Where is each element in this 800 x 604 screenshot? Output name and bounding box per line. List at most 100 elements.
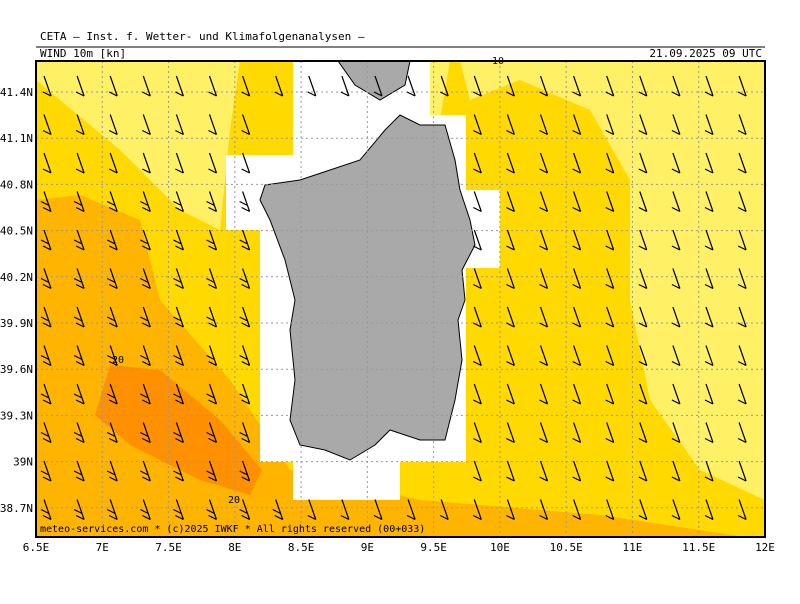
lat-label: 39.9N: [0, 317, 33, 330]
wind-barb: [737, 75, 747, 97]
wind-barb: [206, 460, 218, 482]
wind-barb: [737, 229, 747, 251]
wind-barb: [506, 229, 515, 251]
wind-barb: [737, 345, 747, 367]
wind-barb: [638, 114, 648, 136]
wind-barb: [175, 152, 184, 174]
wind-barb: [605, 460, 615, 482]
wind-barb: [473, 306, 482, 328]
wind-barb: [208, 75, 218, 97]
wind-barb: [173, 191, 184, 213]
wind-barb: [671, 229, 681, 251]
wind-barb: [638, 306, 648, 328]
wind-barb: [704, 383, 714, 405]
wind-barb: [539, 460, 549, 482]
lon-label: 11.5E: [682, 541, 715, 554]
wind-barb: [406, 499, 416, 521]
wind-barb: [605, 152, 615, 174]
wind-barb: [572, 152, 582, 174]
wind-barb: [40, 268, 52, 290]
wind-barb: [671, 114, 681, 136]
wind-barb: [106, 499, 118, 521]
wind-barb: [73, 345, 85, 367]
wind-barb: [173, 422, 184, 444]
wind-barb: [473, 460, 482, 482]
wind-barb: [638, 345, 648, 367]
wind-barb: [42, 75, 52, 97]
wind-barb: [140, 268, 151, 290]
wind-barb: [208, 152, 218, 174]
wind-barb: [73, 460, 85, 482]
wind-barb: [40, 422, 52, 444]
wind-barb: [106, 306, 118, 328]
wind-barb: [572, 499, 582, 521]
wind-barb: [473, 422, 482, 444]
wind-barb: [605, 114, 615, 136]
wind-barb: [241, 152, 251, 174]
lat-label: 39N: [13, 456, 33, 469]
wind-barb: [140, 460, 151, 482]
wind-barb: [473, 268, 482, 290]
wind-barb: [73, 422, 85, 444]
wind-barb: [704, 268, 714, 290]
wind-barb: [605, 499, 615, 521]
lat-label: 40.2N: [0, 271, 33, 284]
wind-barb: [40, 460, 52, 482]
wind-barb: [737, 460, 747, 482]
wind-barb: [208, 114, 218, 136]
wind-barb: [539, 75, 549, 97]
wind-barb: [206, 345, 218, 367]
wind-barb: [671, 499, 681, 521]
contour-label: 20: [112, 355, 124, 366]
wind-barb: [106, 268, 118, 290]
wind-barb: [506, 383, 515, 405]
wind-barb: [704, 229, 714, 251]
lon-label: 7.5E: [155, 541, 182, 554]
wind-barb: [671, 75, 681, 97]
wind-barb: [473, 383, 482, 405]
wind-barb: [506, 268, 515, 290]
wind-barb: [539, 268, 549, 290]
wind-barb: [605, 422, 615, 444]
lon-label: 10E: [490, 541, 510, 554]
wind-barb: [506, 306, 515, 328]
wind-barb: [539, 422, 549, 444]
wind-barbs: [40, 75, 747, 521]
wind-barb: [737, 152, 747, 174]
wind-barb: [506, 75, 515, 97]
wind-barb: [73, 229, 85, 251]
wind-barb: [473, 499, 482, 521]
wind-barb: [439, 499, 449, 521]
wind-barb: [704, 152, 714, 174]
wind-barb: [737, 383, 747, 405]
wind-barb: [140, 306, 151, 328]
wind-barb: [473, 229, 482, 251]
wind-barb: [572, 383, 582, 405]
wind-barb: [539, 152, 549, 174]
lat-label: 41.4N: [0, 86, 33, 99]
map-area: [36, 61, 765, 537]
wind-barb: [239, 460, 251, 482]
lon-label: 9E: [361, 541, 374, 554]
lat-label: 39.6N: [0, 363, 33, 376]
wind-barb: [704, 460, 714, 482]
wind-barb: [638, 383, 648, 405]
lon-label: 6.5E: [23, 541, 50, 554]
wind-barb: [40, 383, 52, 405]
wind-barb: [73, 499, 85, 521]
wind-barb: [737, 499, 747, 521]
wind-barb: [605, 345, 615, 367]
wind-barb: [605, 229, 615, 251]
wind-barb: [704, 499, 714, 521]
wind-barb: [473, 75, 482, 97]
wind-barb: [40, 345, 52, 367]
wind-barb: [473, 345, 482, 367]
wind-barb: [638, 75, 648, 97]
wind-barb: [439, 75, 449, 97]
wind-barb: [175, 75, 184, 97]
wind-barb: [140, 383, 151, 405]
wind-barb: [473, 152, 482, 174]
wind-barb: [142, 114, 151, 136]
wind-barb: [638, 422, 648, 444]
wind-barb: [106, 460, 118, 482]
